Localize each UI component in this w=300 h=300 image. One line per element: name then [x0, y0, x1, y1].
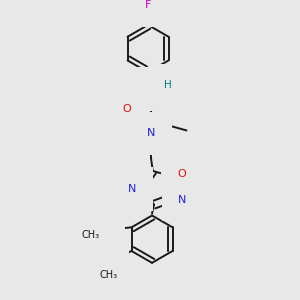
Text: CH₃: CH₃	[81, 230, 99, 240]
Text: O: O	[105, 256, 113, 266]
Text: O: O	[177, 169, 186, 179]
Text: O: O	[101, 224, 109, 234]
Text: H: H	[164, 80, 172, 90]
Text: N: N	[128, 184, 136, 194]
Text: N: N	[147, 128, 155, 138]
Text: O: O	[122, 104, 131, 114]
Text: N: N	[153, 84, 161, 94]
Text: F: F	[145, 0, 151, 10]
Text: N: N	[178, 194, 187, 205]
Text: CH₃: CH₃	[100, 270, 118, 280]
